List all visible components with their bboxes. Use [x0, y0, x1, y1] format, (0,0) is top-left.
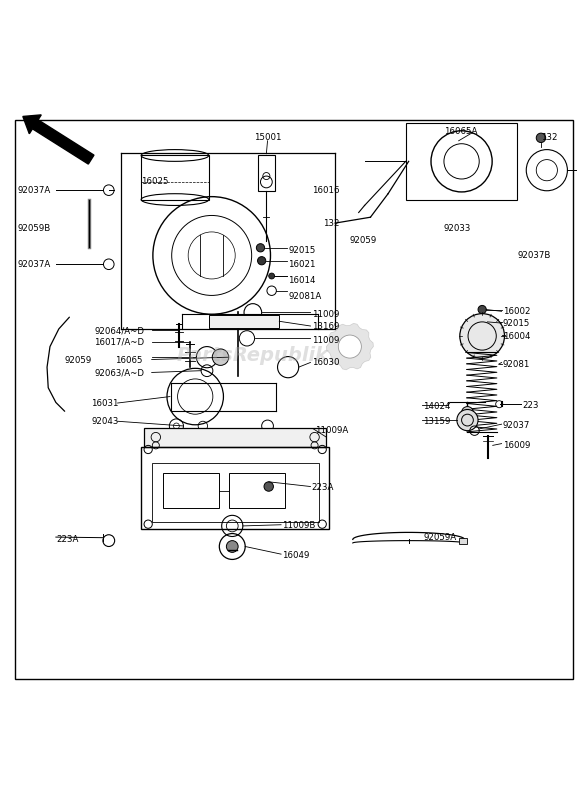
- Text: 15001: 15001: [254, 133, 281, 142]
- Text: 16030: 16030: [312, 358, 339, 367]
- Text: 223: 223: [522, 401, 539, 410]
- Text: 92015: 92015: [503, 319, 530, 328]
- Circle shape: [462, 407, 473, 419]
- Text: 16049: 16049: [282, 551, 310, 560]
- Circle shape: [258, 256, 266, 264]
- Circle shape: [478, 305, 486, 314]
- Polygon shape: [326, 324, 373, 370]
- Circle shape: [338, 335, 362, 358]
- Circle shape: [264, 482, 273, 491]
- Circle shape: [226, 541, 238, 552]
- Text: 92037A: 92037A: [18, 186, 51, 195]
- Text: 11009: 11009: [312, 310, 339, 319]
- Circle shape: [457, 410, 478, 431]
- Text: 92037: 92037: [503, 421, 530, 431]
- Text: 92059: 92059: [65, 356, 92, 365]
- Text: 92043: 92043: [91, 417, 119, 426]
- Text: 92015: 92015: [288, 246, 316, 255]
- Bar: [144, 427, 326, 447]
- Text: 223A: 223A: [312, 483, 334, 492]
- Text: 92059: 92059: [350, 237, 377, 245]
- Text: 16016: 16016: [312, 186, 339, 195]
- Text: 223A: 223A: [56, 535, 78, 544]
- Bar: [141, 156, 209, 200]
- Text: 11009: 11009: [312, 336, 339, 344]
- Bar: [258, 156, 275, 191]
- Text: 92037A: 92037A: [18, 260, 51, 268]
- Circle shape: [212, 349, 229, 365]
- Text: 132: 132: [541, 133, 557, 142]
- Text: 132: 132: [323, 219, 340, 228]
- FancyArrow shape: [23, 115, 94, 164]
- Text: 13169: 13169: [312, 322, 339, 331]
- Text: 92064/A~D: 92064/A~D: [94, 326, 144, 336]
- Text: 92081: 92081: [503, 360, 530, 368]
- Text: 92059A: 92059A: [423, 533, 456, 543]
- Bar: [229, 473, 285, 508]
- Circle shape: [460, 314, 505, 358]
- Bar: [163, 473, 219, 508]
- Text: PartsRepublik: PartsRepublik: [177, 346, 329, 365]
- Text: 13159: 13159: [423, 417, 451, 426]
- Circle shape: [269, 273, 275, 279]
- Text: 11009A: 11009A: [315, 426, 348, 435]
- Text: 92063/A~D: 92063/A~D: [94, 368, 144, 378]
- Text: 16009: 16009: [503, 441, 530, 450]
- Text: 16021: 16021: [288, 260, 316, 268]
- Text: 16017/A~D: 16017/A~D: [94, 338, 144, 347]
- Text: 16004: 16004: [503, 332, 530, 341]
- Text: 16025: 16025: [141, 177, 169, 186]
- Bar: [406, 123, 517, 200]
- Bar: [152, 463, 319, 522]
- Text: 92081A: 92081A: [288, 292, 322, 300]
- Circle shape: [256, 244, 265, 252]
- Text: 92059B: 92059B: [18, 225, 51, 233]
- Text: 92037B: 92037B: [517, 251, 551, 260]
- Text: 16065: 16065: [115, 356, 142, 365]
- Text: 16065A: 16065A: [444, 128, 477, 137]
- Text: 16002: 16002: [503, 307, 530, 316]
- Text: 16031: 16031: [91, 399, 119, 407]
- Text: 92033: 92033: [444, 225, 472, 233]
- Bar: [141, 447, 329, 529]
- Text: 16014: 16014: [288, 276, 316, 284]
- Circle shape: [536, 133, 546, 142]
- Bar: [209, 315, 279, 328]
- Text: 11009B: 11009B: [282, 522, 316, 531]
- Text: 14024: 14024: [423, 402, 451, 411]
- Bar: [459, 538, 467, 543]
